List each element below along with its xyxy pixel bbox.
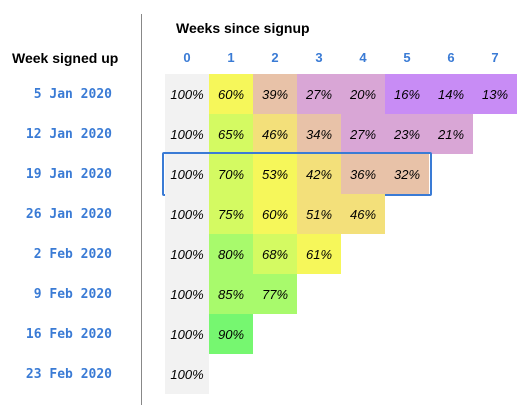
retention-cell: 46% xyxy=(341,194,385,234)
retention-cell: 60% xyxy=(253,194,297,234)
retention-cell: 75% xyxy=(209,194,253,234)
retention-cell: 23% xyxy=(385,114,429,154)
retention-cell: 65% xyxy=(209,114,253,154)
week-column-header: 4 xyxy=(359,50,367,65)
retention-cell: 100% xyxy=(165,114,209,154)
retention-cell: 27% xyxy=(341,114,385,154)
cohort-row-label: 26 Jan 2020 xyxy=(25,207,112,222)
row-axis-title: Week signed up xyxy=(12,50,119,66)
column-axis-title: Weeks since signup xyxy=(176,20,310,36)
cohort-row-label: 2 Feb 2020 xyxy=(33,247,112,262)
cohort-row-label: 9 Feb 2020 xyxy=(33,287,112,302)
retention-cell: 100% xyxy=(165,234,209,274)
week-column-header: 1 xyxy=(227,50,235,65)
highlighted-cohort-outline xyxy=(162,152,432,196)
cohort-row-label: 16 Feb 2020 xyxy=(25,327,112,342)
retention-cell: 90% xyxy=(209,314,253,354)
week-column-header: 6 xyxy=(447,50,455,65)
retention-cell: 36% xyxy=(341,154,385,194)
cohort-row-label: 12 Jan 2020 xyxy=(25,127,112,142)
cohort-row-label: 19 Jan 2020 xyxy=(25,167,112,182)
retention-cell: 68% xyxy=(253,234,297,274)
retention-cell: 27% xyxy=(297,74,341,114)
retention-cell: 77% xyxy=(253,274,297,314)
week-column-header: 2 xyxy=(271,50,279,65)
retention-cell: 14% xyxy=(429,74,473,114)
week-column-header: 5 xyxy=(403,50,411,65)
retention-cell: 100% xyxy=(165,194,209,234)
retention-cell: 39% xyxy=(253,74,297,114)
retention-cell: 100% xyxy=(165,354,209,394)
retention-cell: 51% xyxy=(297,194,341,234)
retention-cell: 46% xyxy=(253,114,297,154)
retention-cell: 85% xyxy=(209,274,253,314)
retention-cell: 21% xyxy=(429,114,473,154)
retention-cell: 61% xyxy=(297,234,341,274)
retention-cell: 42% xyxy=(297,154,341,194)
retention-cell: 32% xyxy=(385,154,429,194)
retention-cell: 16% xyxy=(385,74,429,114)
retention-cell: 70% xyxy=(209,154,253,194)
axis-divider xyxy=(141,14,142,405)
week-column-header: 7 xyxy=(491,50,499,65)
cohort-row-label: 5 Jan 2020 xyxy=(33,87,112,102)
retention-cell: 100% xyxy=(165,74,209,114)
retention-cell: 80% xyxy=(209,234,253,274)
retention-cell: 20% xyxy=(341,74,385,114)
week-column-header: 3 xyxy=(315,50,323,65)
week-column-header: 0 xyxy=(183,50,191,65)
retention-cell: 13% xyxy=(473,74,517,114)
retention-cell: 100% xyxy=(165,314,209,354)
retention-cell: 100% xyxy=(165,274,209,314)
retention-cell: 53% xyxy=(253,154,297,194)
retention-cell: 60% xyxy=(209,74,253,114)
cohort-row-label: 23 Feb 2020 xyxy=(25,367,112,382)
retention-cell: 34% xyxy=(297,114,341,154)
retention-cell: 100% xyxy=(165,154,209,194)
